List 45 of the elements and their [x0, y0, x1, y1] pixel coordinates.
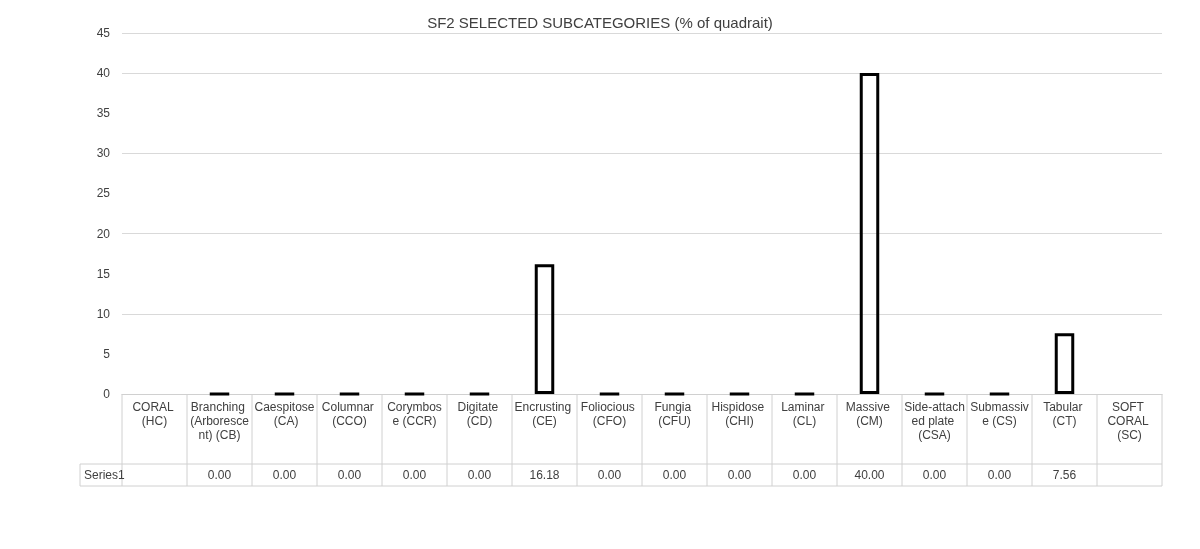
x-tick-label: Digitate (CD)	[457, 400, 502, 428]
data-label: 0.00	[337, 468, 362, 482]
y-tick-label: 5	[103, 346, 111, 361]
y-tick-label: 25	[96, 186, 111, 201]
data-label: 0.00	[402, 468, 427, 482]
y-tick-label: 45	[96, 26, 111, 40]
x-tick-label: CORAL (HC)	[132, 400, 177, 428]
x-tick-label: Hispidose (CHI)	[711, 400, 768, 428]
x-tick-label: Side-attached plate (CSA)	[904, 400, 965, 442]
y-tick-label: 15	[96, 266, 111, 281]
bar	[1054, 333, 1075, 394]
y-tick-label: 40	[96, 66, 111, 81]
y-tick-label: 10	[96, 306, 111, 321]
data-label: 40.00	[854, 468, 885, 482]
y-tick-label: 30	[96, 146, 111, 161]
x-tick-label: Massive (CM)	[845, 400, 894, 428]
data-label: 0.00	[662, 468, 687, 482]
data-label: 0.00	[727, 468, 752, 482]
x-tick-label: Columnar (CCO)	[321, 400, 378, 428]
x-tick-label: SOFT CORAL (SC)	[1107, 400, 1152, 442]
y-tick-label: 0	[103, 387, 111, 401]
data-label: 0.00	[207, 468, 232, 482]
x-tick-label: Submassive (CS)	[970, 400, 1029, 428]
x-tick-label: Tabular (CT)	[1043, 400, 1086, 428]
text: Series1	[84, 468, 126, 482]
data-label: 0.00	[922, 468, 947, 482]
x-tick-label: Branching (Arborescent) (CB)	[190, 400, 250, 442]
data-label: 0.00	[597, 468, 622, 482]
data-label: 16.18	[529, 468, 560, 482]
data-label: 0.00	[987, 468, 1012, 482]
data-label: 7.56	[1052, 468, 1077, 482]
y-tick-label: 35	[96, 106, 111, 121]
x-tick-label: Encrusting (CE)	[514, 400, 575, 428]
x-tick-label: Laminar (CL)	[781, 400, 828, 428]
x-tick-label: Foliocious (CFO)	[580, 400, 639, 428]
x-tick-label: Corymbose (CCR)	[387, 400, 442, 428]
bar	[534, 264, 555, 394]
x-tick-label: Caespitose (CA)	[254, 400, 315, 428]
chart-title: SF2 SELECTED SUBCATEGORIES (% of quadrait)	[427, 14, 773, 31]
y-tick-label: 20	[96, 226, 111, 241]
x-tick-label: Fungia (CFU)	[654, 400, 695, 428]
data-label: 0.00	[792, 468, 817, 482]
data-label: 0.00	[272, 468, 297, 482]
data-label: 0.00	[467, 468, 492, 482]
bar	[859, 73, 880, 394]
